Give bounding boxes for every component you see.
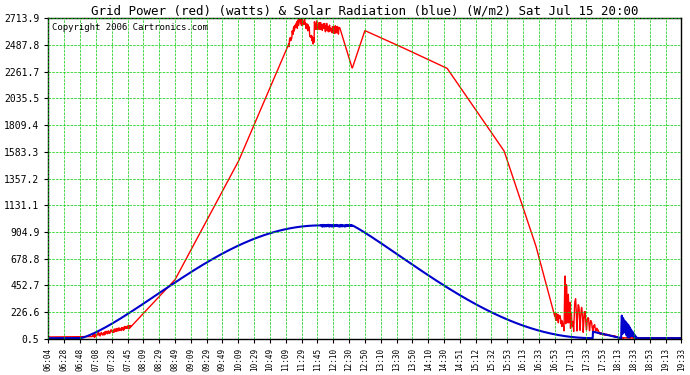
Text: Copyright 2006 Cartronics.com: Copyright 2006 Cartronics.com — [52, 23, 208, 32]
Title: Grid Power (red) (watts) & Solar Radiation (blue) (W/m2) Sat Jul 15 20:00: Grid Power (red) (watts) & Solar Radiati… — [91, 4, 639, 17]
